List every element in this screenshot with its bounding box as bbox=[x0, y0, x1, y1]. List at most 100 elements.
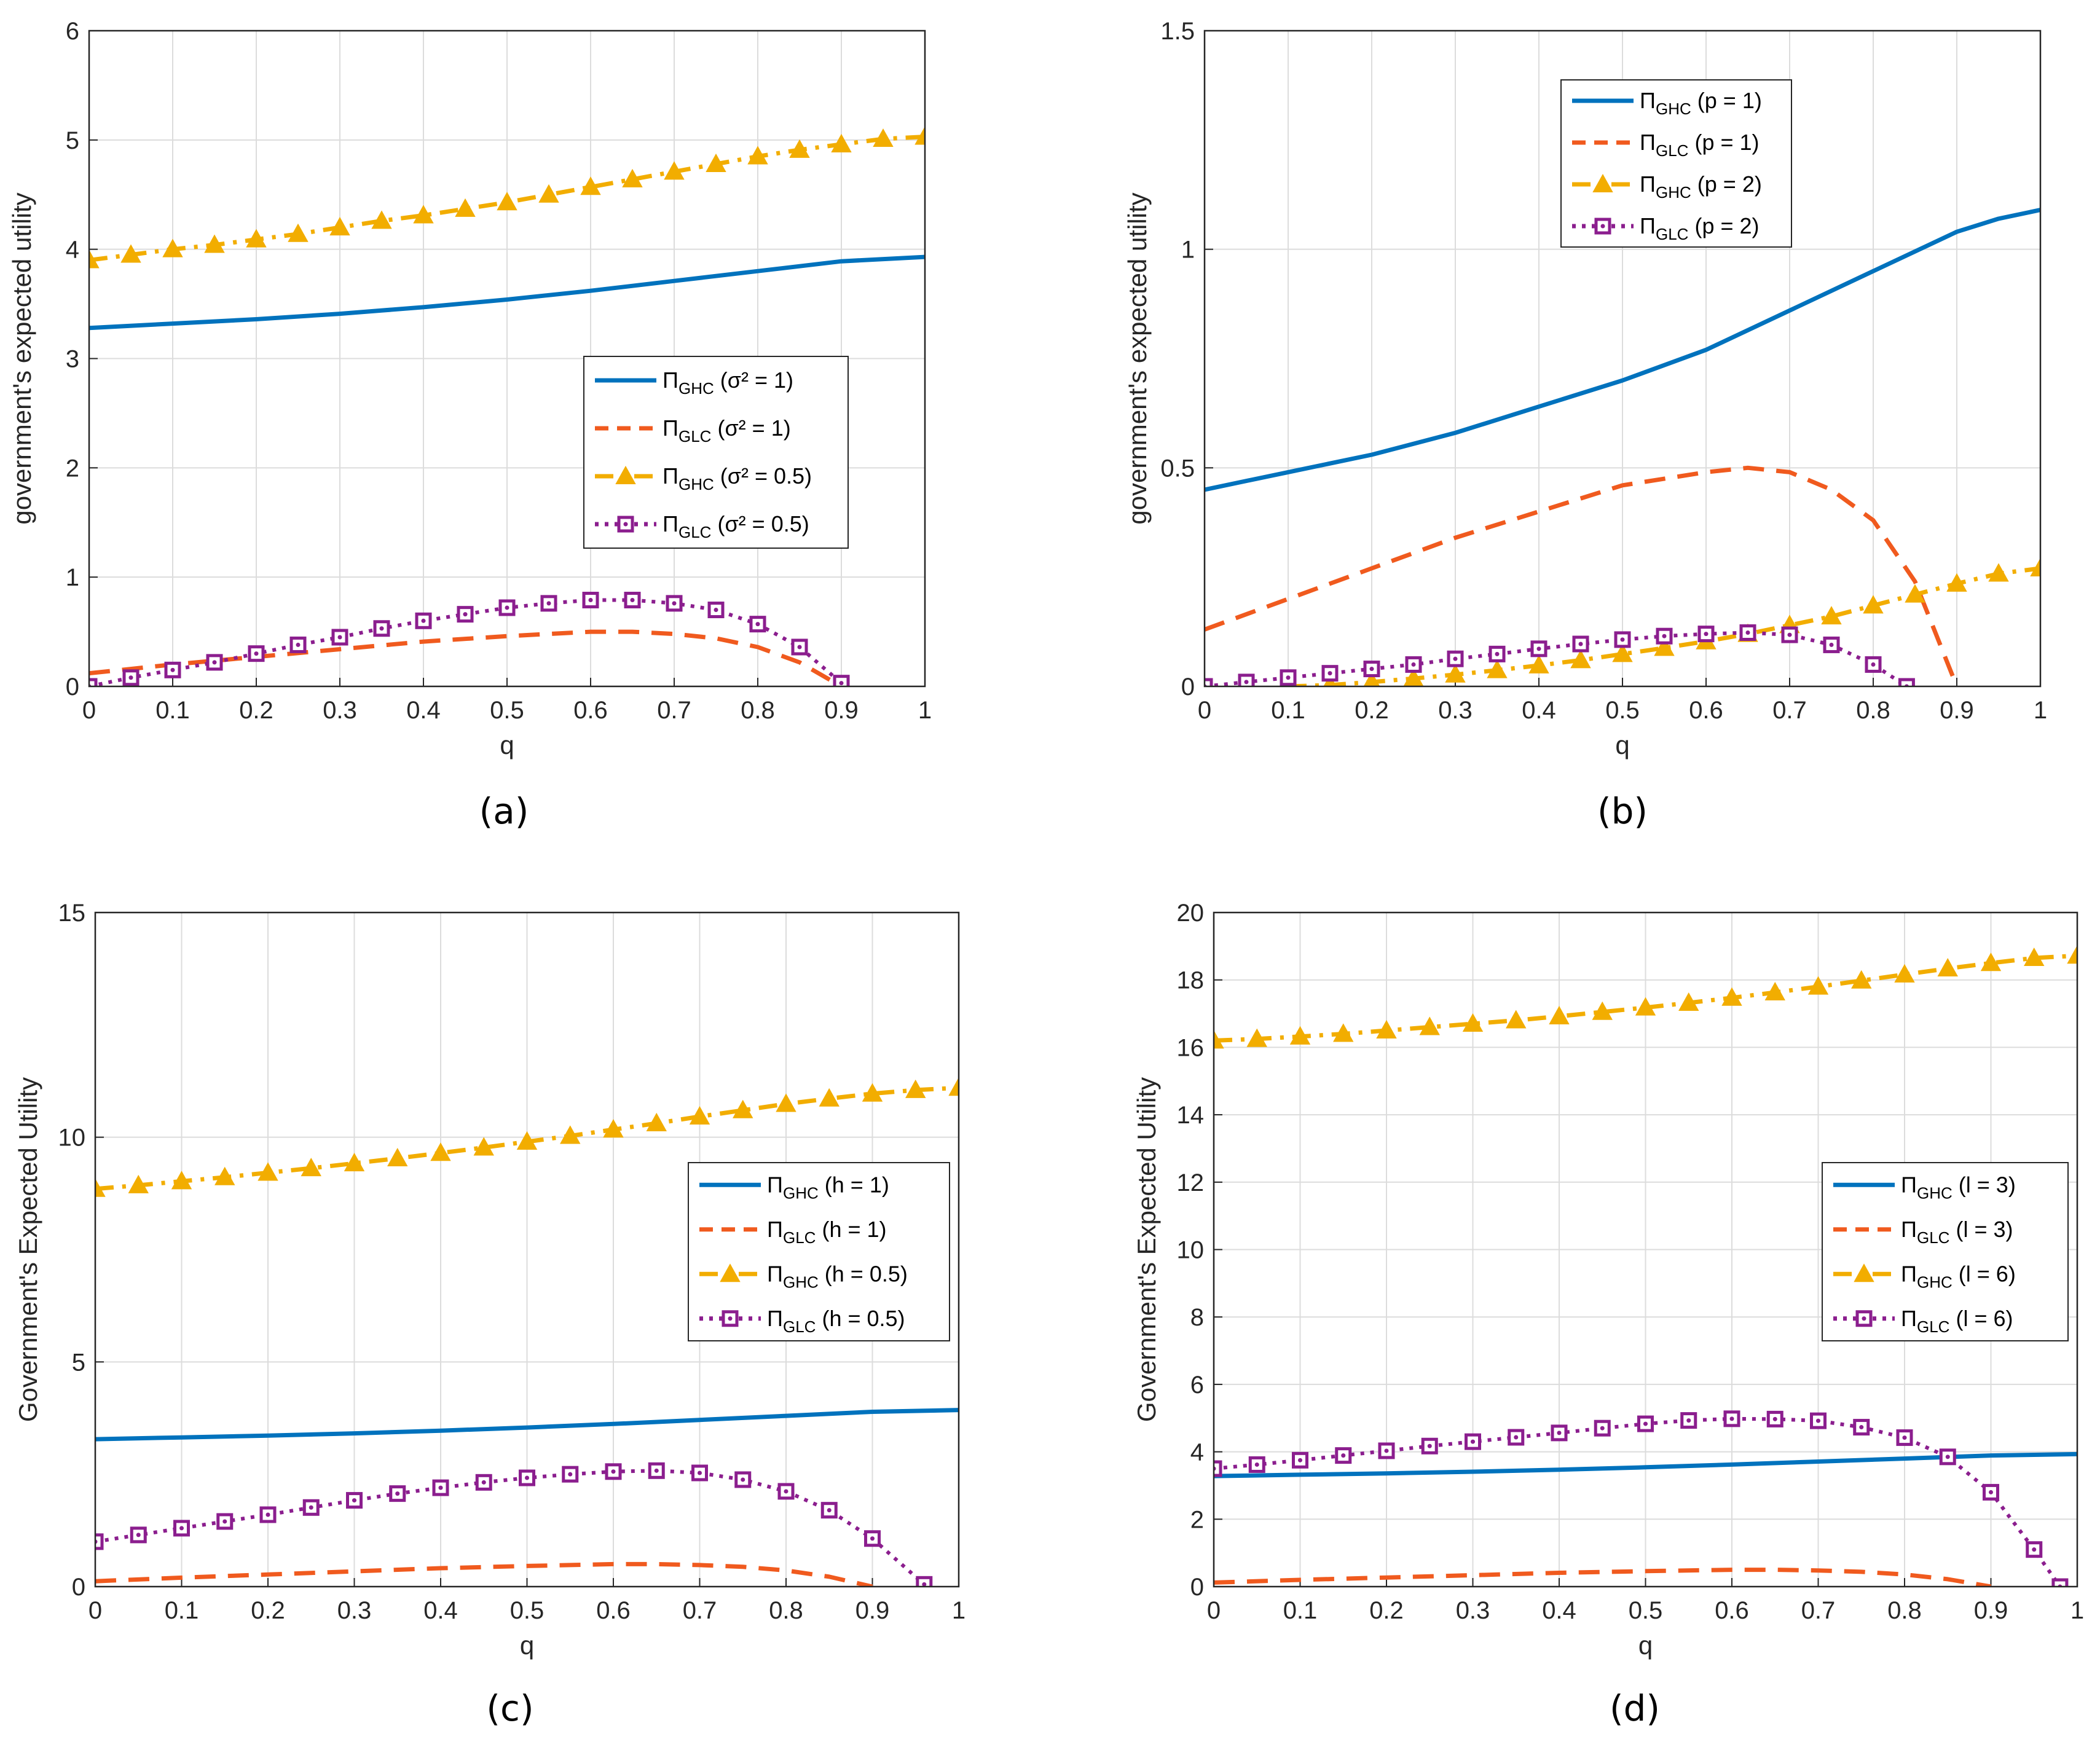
data-point bbox=[1214, 1030, 1224, 1049]
data-point bbox=[1946, 573, 1967, 592]
data-point bbox=[329, 217, 350, 236]
data-point bbox=[516, 1131, 538, 1150]
x-tick-label: 0.9 bbox=[1974, 1597, 2008, 1624]
y-tick-label: 1.5 bbox=[1160, 18, 1195, 45]
data-point-dot bbox=[755, 622, 760, 627]
data-point bbox=[603, 1119, 624, 1138]
data-point bbox=[1678, 992, 1699, 1011]
x-tick-label: 0.6 bbox=[573, 697, 608, 724]
data-point-dot bbox=[922, 1582, 927, 1587]
data-point-dot bbox=[128, 675, 133, 680]
legend-symbol: Π bbox=[767, 1172, 783, 1197]
data-point bbox=[430, 1142, 451, 1161]
data-point-dot bbox=[827, 1508, 832, 1513]
series-line bbox=[1205, 465, 1959, 686]
y-tick-label: 5 bbox=[66, 127, 79, 154]
legend-subscript: GLC bbox=[1917, 1317, 1949, 1336]
x-tick-label: 0.1 bbox=[1283, 1597, 1318, 1624]
series-line bbox=[95, 1408, 959, 1442]
data-point-dot bbox=[839, 681, 844, 686]
legend-marker bbox=[1592, 173, 1613, 192]
x-tick-label: 0.5 bbox=[1605, 697, 1640, 724]
data-point-dot bbox=[1536, 646, 1541, 651]
x-tick-label: 0.8 bbox=[769, 1597, 803, 1624]
data-point-dot bbox=[2032, 1547, 2037, 1552]
y-tick-label: 0 bbox=[1181, 673, 1195, 701]
legend-marker bbox=[615, 465, 636, 484]
legend-label: ΠGLC (h = 0.5) bbox=[767, 1306, 905, 1336]
data-point bbox=[95, 1533, 104, 1550]
x-tick-label: 0.7 bbox=[657, 697, 691, 724]
series-4 bbox=[1214, 1410, 2069, 1587]
data-point bbox=[706, 153, 726, 172]
legend-param: (σ² = 0.5) bbox=[714, 463, 812, 489]
data-point bbox=[862, 1083, 883, 1102]
data-point bbox=[1506, 1010, 1527, 1029]
data-point bbox=[1246, 1028, 1267, 1047]
data-point bbox=[455, 198, 476, 217]
x-tick-label: 0.4 bbox=[423, 1597, 458, 1624]
data-point-dot bbox=[352, 1498, 356, 1503]
data-point bbox=[1419, 1016, 1440, 1035]
data-point bbox=[1363, 671, 1380, 686]
y-tick-label: 18 bbox=[1177, 967, 1205, 994]
data-point bbox=[1654, 637, 1675, 656]
data-point-dot bbox=[1427, 1443, 1432, 1448]
data-point bbox=[905, 1079, 926, 1098]
data-point bbox=[1462, 1013, 1484, 1032]
data-point bbox=[948, 1077, 959, 1096]
data-point-dot bbox=[1686, 1418, 1691, 1423]
legend-subscript: GHC bbox=[678, 475, 714, 493]
legend-param: (p = 2) bbox=[1691, 171, 1762, 197]
data-point-dot bbox=[421, 618, 426, 623]
data-point bbox=[1612, 643, 1633, 662]
legend-label: ΠGLC (σ² = 1) bbox=[663, 415, 791, 446]
legend: ΠGHC (h = 1)ΠGLC (h = 1)ΠGHC (h = 0.5)ΠG… bbox=[688, 1162, 950, 1341]
legend-subscript: GHC bbox=[1656, 183, 1691, 202]
legend: ΠGHC (p = 1)ΠGLC (p = 1)ΠGHC (p = 2)ΠGLC… bbox=[1560, 79, 1792, 248]
series-3 bbox=[1214, 945, 2077, 1049]
x-tick-label: 0.6 bbox=[1715, 1597, 1749, 1624]
data-point-dot bbox=[1787, 632, 1792, 637]
data-point-dot bbox=[395, 1491, 400, 1496]
data-point-dot bbox=[1298, 1458, 1302, 1462]
x-tick-label: 0.8 bbox=[741, 697, 775, 724]
x-tick-label: 0.3 bbox=[323, 697, 357, 724]
y-tick-label: 8 bbox=[1190, 1304, 1204, 1331]
data-point-dot bbox=[179, 1526, 184, 1531]
x-tick-label: 0.9 bbox=[824, 697, 859, 724]
data-point bbox=[1592, 1001, 1613, 1020]
legend-subscript: GLC bbox=[783, 1228, 816, 1247]
legend-param: (l = 3) bbox=[1953, 1172, 2016, 1197]
legend-param: (h = 0.5) bbox=[816, 1306, 905, 1331]
series-2 bbox=[95, 1561, 873, 1587]
series-line bbox=[89, 254, 925, 331]
series-2 bbox=[1214, 1568, 1992, 1587]
data-point-dot bbox=[1662, 634, 1667, 638]
data-point bbox=[2024, 947, 2045, 967]
x-tick-label: 1 bbox=[952, 1597, 965, 1624]
data-point-dot bbox=[1871, 662, 1876, 667]
data-point bbox=[387, 1147, 408, 1167]
y-tick-label: 15 bbox=[58, 900, 86, 927]
x-tick-label: 0.5 bbox=[490, 697, 524, 724]
data-point-dot bbox=[1600, 1426, 1605, 1431]
data-point-dot bbox=[1729, 1416, 1734, 1421]
y-tick-label: 10 bbox=[58, 1125, 86, 1152]
data-point bbox=[214, 1166, 235, 1185]
x-tick-label: 0.4 bbox=[1542, 1597, 1576, 1624]
legend-param: (h = 1) bbox=[816, 1217, 886, 1242]
series-4 bbox=[1205, 624, 1915, 686]
data-point-dot bbox=[1453, 656, 1458, 661]
legend-param: (l = 3) bbox=[1949, 1217, 2013, 1242]
x-tick-label: 0.9 bbox=[1940, 697, 1974, 724]
y-tick-label: 1 bbox=[66, 564, 79, 591]
series-line bbox=[1205, 208, 2040, 492]
data-point-dot bbox=[797, 645, 802, 650]
y-axis-label: Government's Expected Utility bbox=[1132, 1077, 1161, 1422]
y-tick-label: 0.5 bbox=[1160, 455, 1195, 482]
x-tick-label: 0 bbox=[88, 1597, 102, 1624]
legend-symbol: Π bbox=[1640, 171, 1656, 197]
chart-panel-2: 0 0.1 0.2 0.3 0.4 0.5 0.6 0.7 0.8 0.9 1 0 0.5 1 1.5 q go… bbox=[1123, 18, 2047, 832]
data-point bbox=[204, 234, 225, 253]
